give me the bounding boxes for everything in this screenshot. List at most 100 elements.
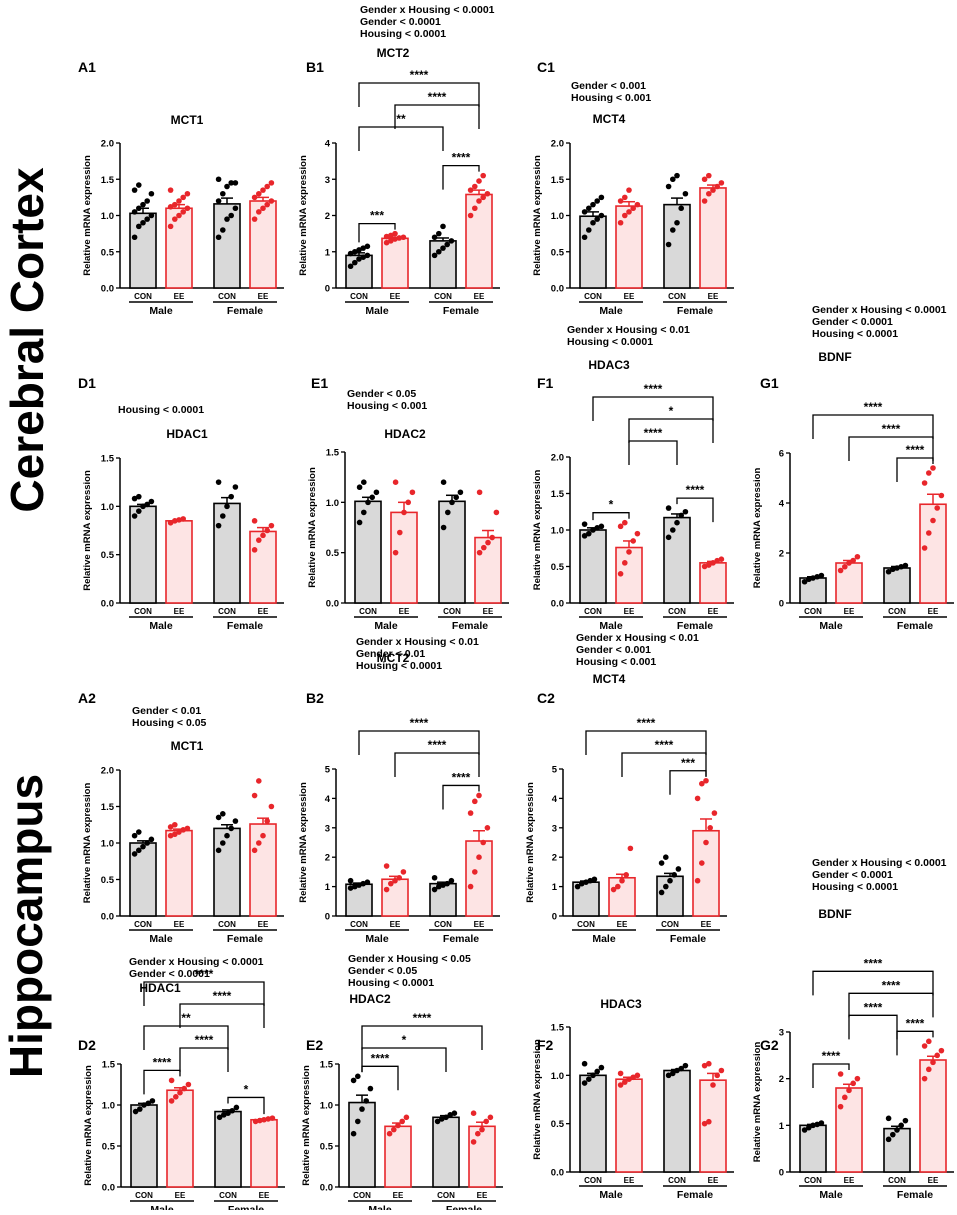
- data-point: [579, 880, 585, 887]
- x-tick-label: CON: [443, 607, 461, 616]
- data-point: [626, 209, 632, 215]
- data-point: [360, 880, 367, 887]
- x-tick-label: EE: [258, 607, 269, 616]
- significance-bracket: [143, 1069, 181, 1095]
- stats-text: Housing < 0.001: [571, 92, 651, 104]
- data-point: [665, 241, 672, 248]
- significance-label: ****: [452, 770, 471, 784]
- data-point: [395, 1122, 401, 1129]
- data-point: [885, 1136, 892, 1143]
- data-point: [670, 227, 676, 233]
- data-point: [591, 876, 598, 883]
- data-point: [136, 493, 142, 500]
- data-point: [252, 1118, 259, 1125]
- stats-text: Housing < 0.001: [576, 656, 656, 668]
- x-tick-label: CON: [134, 292, 152, 301]
- data-point: [403, 1114, 410, 1121]
- significance-label: *: [402, 1033, 407, 1047]
- x-tick-label: EE: [844, 607, 855, 616]
- data-point: [626, 1076, 632, 1082]
- data-point: [172, 201, 178, 208]
- y-tick-label: 2: [779, 1074, 784, 1085]
- y-axis-label: Relative mRNA expression: [752, 1042, 763, 1163]
- data-point: [144, 198, 150, 204]
- significance-label: **: [396, 112, 406, 126]
- data-point: [701, 1062, 708, 1069]
- significance-label: ****: [153, 1055, 172, 1069]
- data-point: [172, 821, 178, 828]
- data-point: [703, 777, 709, 784]
- bar: [213, 827, 241, 917]
- significance-bracket: [227, 1096, 265, 1115]
- y-tick-label: 6: [779, 449, 784, 460]
- significance-label: *: [669, 404, 674, 418]
- data-point: [181, 1085, 187, 1092]
- data-point: [622, 560, 628, 566]
- data-point: [364, 879, 371, 885]
- bar: [883, 1127, 911, 1173]
- significance-label: ****: [452, 151, 471, 165]
- bar: [166, 1089, 194, 1188]
- data-point: [268, 803, 275, 810]
- x-tick-label: CON: [218, 920, 236, 929]
- data-point: [167, 204, 174, 210]
- chart-title: HDAC2: [384, 427, 426, 441]
- data-point: [610, 886, 617, 893]
- group-label: Female: [443, 933, 479, 945]
- data-point: [220, 513, 226, 519]
- data-point: [148, 190, 155, 197]
- y-tick-label: 2.0: [551, 139, 564, 150]
- significance-bracket: [358, 222, 396, 243]
- stats-text: Housing < 0.0001: [812, 881, 898, 893]
- significance-bracket: [812, 414, 934, 439]
- data-point: [487, 1114, 494, 1121]
- y-tick-label: 3: [779, 1028, 784, 1039]
- significance-bracket: [848, 992, 934, 1018]
- y-axis-label: Relative mRNA expression: [82, 470, 93, 591]
- data-point: [714, 183, 720, 190]
- data-point: [145, 1100, 151, 1107]
- data-point: [484, 190, 491, 197]
- data-point: [594, 198, 600, 204]
- group-label: Male: [149, 933, 173, 945]
- group-label: Female: [228, 1204, 264, 1210]
- y-tick-label: 1.0: [326, 498, 339, 509]
- data-point: [140, 201, 146, 208]
- y-tick-label: 1.5: [101, 802, 115, 813]
- data-point: [251, 216, 258, 222]
- data-point: [255, 190, 262, 197]
- data-point: [617, 1070, 624, 1077]
- data-point: [172, 216, 178, 222]
- stats-text: Gender < 0.0001: [129, 968, 210, 980]
- significance-label: ****: [655, 738, 674, 752]
- y-axis-label: Relative mRNA expression: [82, 155, 93, 276]
- data-point: [136, 847, 142, 854]
- data-point: [268, 180, 275, 186]
- group-label: Male: [374, 620, 398, 632]
- data-point: [457, 489, 464, 496]
- data-point: [356, 247, 362, 253]
- data-point: [352, 259, 358, 266]
- y-tick-label: 1.0: [551, 526, 564, 537]
- x-tick-label: EE: [701, 920, 712, 929]
- y-tick-label: 1.0: [551, 1071, 564, 1082]
- significance-bracket: [628, 418, 714, 443]
- panel-a1: A1 MCT1 0.0 0.5 1.0 1.5 2.0 Relative mRNA expre…: [78, 59, 284, 317]
- data-point: [703, 839, 709, 846]
- data-point: [902, 1117, 909, 1124]
- significance-bracket: [358, 730, 480, 755]
- data-point: [930, 517, 936, 524]
- data-point: [431, 252, 438, 259]
- data-point: [665, 534, 672, 541]
- data-point: [634, 201, 641, 208]
- chart-title: MCT1: [171, 739, 204, 753]
- y-axis-label: Relative mRNA expression: [301, 1065, 312, 1186]
- stats-text: Gender < 0.001: [576, 644, 651, 656]
- data-point: [184, 205, 191, 212]
- x-tick-label: EE: [399, 607, 410, 616]
- data-point: [269, 1115, 276, 1121]
- y-tick-label: 2.0: [551, 453, 564, 464]
